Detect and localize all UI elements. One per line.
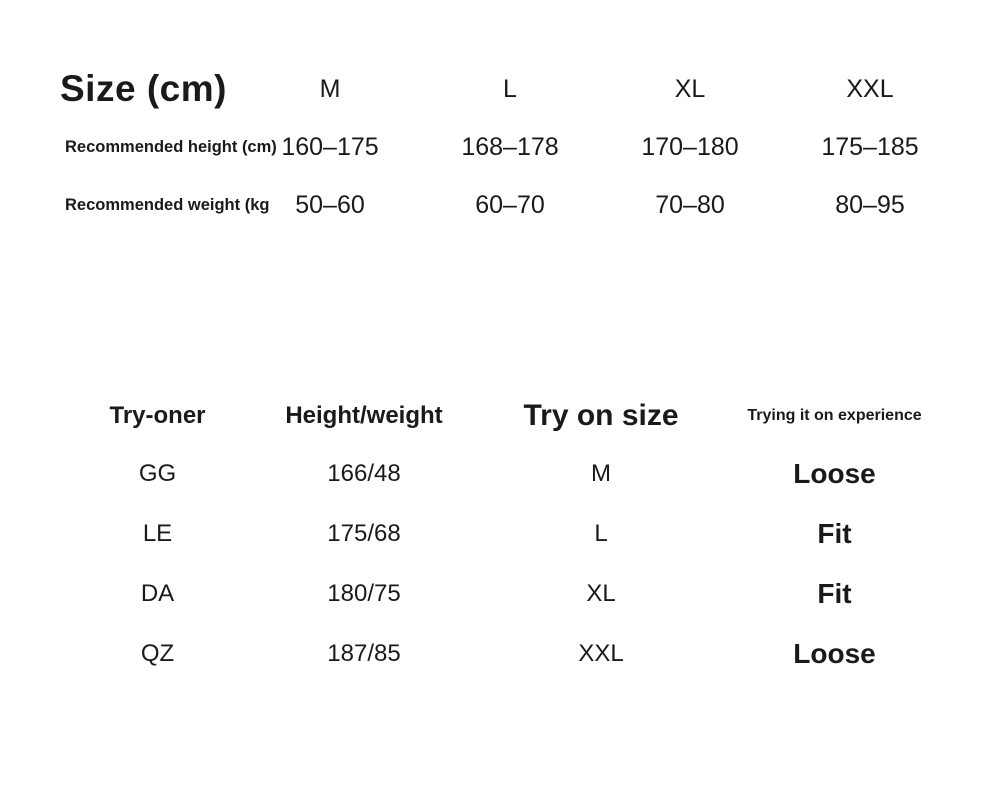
tryon-row-2-try-on-size: L bbox=[594, 520, 608, 547]
tryon-row-1-experience: Loose bbox=[793, 458, 876, 489]
size-column-header-xl: XL bbox=[674, 74, 706, 103]
size-table: Size (cm) M L XL XXL Recommended height … bbox=[60, 60, 960, 234]
tryon-row-2-tryoner: LE bbox=[142, 520, 173, 547]
size-column-header-m: M bbox=[319, 74, 341, 103]
tryon-row-1-height-weight: 166/48 bbox=[327, 460, 401, 487]
weight-row-label: Recommended weight (kg bbox=[65, 195, 270, 214]
tryon-column-header-height-weight: Height/weight bbox=[285, 402, 443, 429]
tryon-row-3-tryoner: DA bbox=[140, 580, 175, 607]
height-value-m: 160–175 bbox=[281, 132, 379, 161]
tryon-row-3-try-on-size: XL bbox=[586, 580, 616, 607]
weight-value-l: 60–70 bbox=[475, 190, 545, 219]
tryon-row-1-tryoner: GG bbox=[138, 460, 177, 487]
weight-value-xxl: 80–95 bbox=[835, 190, 905, 219]
try-on-table: Try-oner Height/weight Try on size Tryin… bbox=[60, 388, 940, 684]
tryon-row-2-height-weight: 175/68 bbox=[327, 520, 401, 547]
size-column-header-xxl: XXL bbox=[846, 74, 894, 103]
tryon-column-header-experience: Trying it on experience bbox=[747, 407, 922, 424]
height-value-l: 168–178 bbox=[461, 132, 559, 161]
tryon-column-header-tryoner: Try-oner bbox=[109, 402, 206, 429]
tryon-row-4-try-on-size: XXL bbox=[578, 640, 624, 667]
tryon-row-2-experience: Fit bbox=[817, 518, 852, 549]
size-column-header-l: L bbox=[503, 74, 517, 103]
size-table-title: Size (cm) bbox=[60, 68, 227, 109]
height-value-xxl: 175–185 bbox=[821, 132, 919, 161]
weight-value-m: 50–60 bbox=[295, 190, 365, 219]
tryon-row-3-height-weight: 180/75 bbox=[327, 580, 401, 607]
tryon-row-4-experience: Loose bbox=[793, 638, 876, 669]
tryon-column-header-try-on-size: Try on size bbox=[523, 399, 679, 432]
tryon-row-3-experience: Fit bbox=[817, 578, 852, 609]
tryon-row-1-try-on-size: M bbox=[591, 460, 611, 487]
height-value-xl: 170–180 bbox=[641, 132, 739, 161]
weight-value-xl: 70–80 bbox=[655, 190, 725, 219]
tryon-row-4-tryoner: QZ bbox=[140, 640, 175, 667]
tryon-row-4-height-weight: 187/85 bbox=[327, 640, 401, 667]
height-row-label: Recommended height (cm) bbox=[65, 137, 277, 156]
